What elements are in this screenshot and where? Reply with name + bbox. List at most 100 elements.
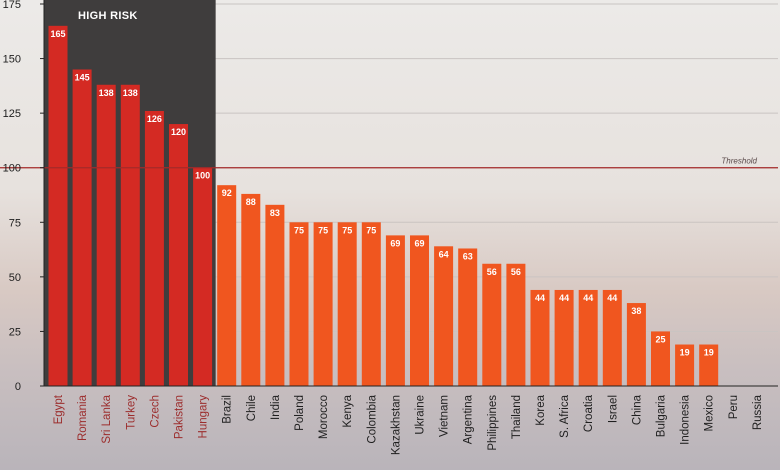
- x-tick-label: Indonesia: [680, 394, 692, 444]
- bar-value-label: 19: [680, 348, 690, 358]
- bar-s-africa: [554, 289, 574, 386]
- bar-value-label: 138: [99, 88, 114, 98]
- bar-value-label: 44: [535, 293, 545, 303]
- bar-value-label: 75: [342, 225, 352, 235]
- x-tick-label: Romania: [77, 394, 89, 441]
- x-tick-label: Croatia: [583, 394, 595, 432]
- bar-india: [265, 204, 285, 386]
- x-tick-label: Russia: [752, 394, 764, 430]
- bar-korea: [530, 289, 550, 386]
- x-tick-label: Thailand: [511, 395, 523, 439]
- y-tick-label: 100: [3, 163, 21, 175]
- bar-value-label: 64: [439, 249, 449, 259]
- bar-value-label: 69: [414, 238, 424, 248]
- bar-ukraine: [410, 235, 429, 386]
- x-tick-label: China: [631, 394, 643, 425]
- axes: [43, 0, 778, 387]
- bar-vietnam: [434, 246, 454, 386]
- bar-thailand: [506, 263, 526, 386]
- x-tick-label: Brazil: [222, 395, 234, 424]
- y-tick-label: 150: [3, 54, 21, 66]
- bar-czech: [144, 110, 164, 387]
- bar-philippines: [482, 263, 502, 386]
- bar-romania: [72, 69, 92, 386]
- x-tick-label: S. Africa: [559, 394, 571, 437]
- x-tick-label: Kazakhstan: [390, 395, 402, 455]
- x-tick-label: Philippines: [487, 395, 499, 451]
- y-tick-label: 175: [3, 0, 21, 11]
- x-tick-label: Israel: [607, 395, 619, 423]
- x-tick-label: India: [270, 394, 282, 420]
- bar-value-label: 19: [704, 348, 714, 358]
- bar-value-label: 83: [270, 208, 280, 218]
- bar-value-label: 44: [559, 293, 569, 303]
- bar-morocco: [313, 222, 333, 386]
- bar-kenya: [337, 222, 357, 386]
- x-tick-labels: Egypt Romania Sri Lanka Turkey Czech Pakistan…: [53, 394, 764, 455]
- bar-value-label: 56: [511, 267, 521, 277]
- x-tick-label: Sri Lanka: [101, 394, 113, 443]
- bar-value-label: 138: [123, 88, 138, 98]
- y-tick-label: 125: [3, 108, 21, 120]
- bar-mexico: [699, 344, 719, 386]
- x-tick-label: Egypt: [53, 394, 65, 424]
- x-tick-label: Peru: [728, 395, 740, 419]
- bar-indonesia: [675, 344, 695, 386]
- y-tick-label: 75: [9, 217, 21, 229]
- bar-value-label: 120: [171, 127, 186, 137]
- bar-value-label: 126: [147, 114, 162, 124]
- x-tick-label: Argentina: [463, 394, 475, 444]
- bar-bulgaria: [651, 331, 670, 386]
- bar-egypt: [48, 25, 68, 386]
- bar-value-label: 92: [222, 188, 232, 198]
- bar-value-label: 75: [366, 225, 376, 235]
- bar-value-label: 69: [390, 238, 400, 248]
- bar-china: [626, 303, 646, 386]
- bar-brazil: [217, 185, 237, 386]
- bar-value-label: 38: [631, 306, 641, 316]
- y-tick-label: 0: [15, 381, 21, 393]
- bar-chile: [241, 193, 261, 386]
- bar-value-label: 63: [463, 251, 473, 261]
- x-tick-label: Ukraine: [415, 395, 427, 435]
- bar-pakistan: [169, 124, 188, 387]
- y-tick-label: 25: [9, 326, 21, 338]
- bar-kazakhstan: [385, 235, 405, 386]
- bar-value-label: 88: [246, 197, 256, 207]
- bar-value-label: 75: [318, 225, 328, 235]
- bar-value-label: 100: [195, 171, 210, 181]
- bar-argentina: [458, 248, 478, 386]
- x-tick-label: Korea: [535, 394, 547, 425]
- x-tick-label: Morocco: [318, 395, 330, 439]
- x-tick-label: Bulgaria: [656, 394, 668, 437]
- bar-value-label: 145: [75, 72, 90, 82]
- bar-value-label: 75: [294, 225, 304, 235]
- bar-value-label: 44: [607, 293, 617, 303]
- bar-croatia: [578, 289, 598, 386]
- x-tick-label: Colombia: [366, 394, 378, 443]
- threshold-label: Threshold: [721, 157, 757, 166]
- y-tick-labels: 0 25 50 75 100 125 150 175: [3, 0, 44, 393]
- bar-value-label: 44: [583, 293, 593, 303]
- bar-sri-lanka: [96, 84, 116, 386]
- bar-value-label: 25: [655, 334, 665, 344]
- bar-israel: [602, 289, 622, 386]
- bar-turkey: [120, 84, 140, 386]
- x-tick-label: Czech: [149, 395, 161, 428]
- x-tick-label: Chile: [246, 395, 258, 421]
- bar-value-label: 165: [50, 29, 65, 39]
- bar-value-label: 56: [487, 267, 497, 277]
- high-risk-label: HIGH RISK: [78, 10, 138, 22]
- x-tick-label: Poland: [294, 395, 306, 431]
- x-tick-label: Hungary: [198, 395, 210, 439]
- bars: 165 145 138 138 126 120 100 92 88 83 75 75 75 75 69 69 6…: [48, 25, 719, 387]
- y-tick-label: 50: [9, 272, 21, 284]
- x-tick-label: Pakistan: [174, 395, 186, 439]
- bar-poland: [289, 222, 309, 386]
- x-tick-label: Mexico: [704, 395, 716, 431]
- bar-colombia: [361, 222, 381, 386]
- x-tick-label: Vietnam: [439, 395, 451, 437]
- bar-hungary: [193, 167, 213, 386]
- x-tick-label: Kenya: [342, 394, 354, 427]
